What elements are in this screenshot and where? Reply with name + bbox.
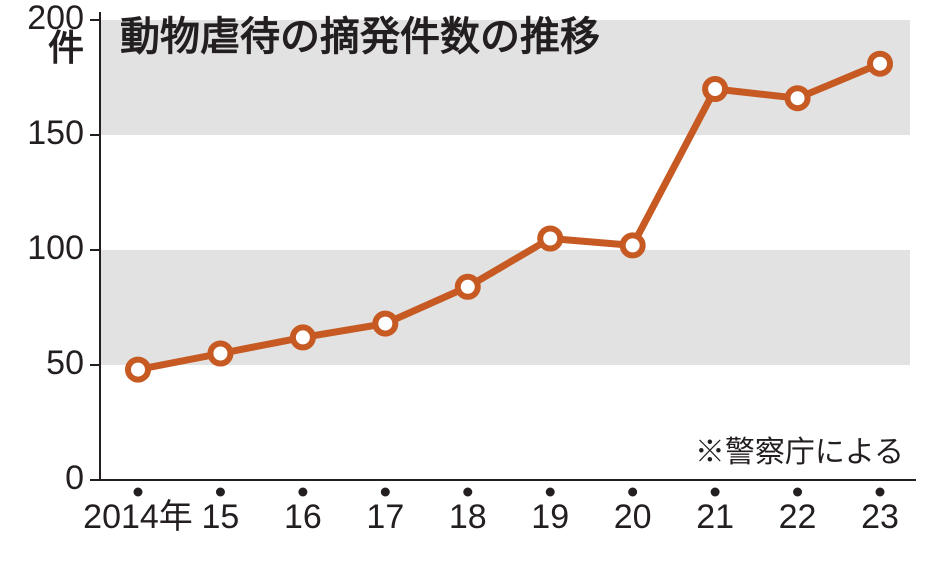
x-tick-label: 22 (779, 498, 817, 536)
x-tick-dot (793, 488, 802, 497)
x-tick-dot (134, 488, 143, 497)
x-tick-dot (628, 488, 637, 497)
x-tick-label: 20 (614, 498, 652, 536)
x-tick-dot (876, 488, 885, 497)
data-marker (128, 360, 148, 380)
x-tick-dot (463, 488, 472, 497)
chart-title: 動物虐待の摘発件数の推移 (120, 15, 600, 59)
data-marker (870, 54, 890, 74)
x-tick-dot (216, 488, 225, 497)
chart-container: 050100150200件2014年151617181920212223動物虐待… (0, 0, 934, 573)
x-tick-dot (711, 488, 720, 497)
chart-note: ※警察庁による (695, 436, 904, 469)
x-tick-label: 18 (449, 498, 487, 536)
y-tick-label: 150 (27, 114, 84, 152)
x-tick-dot (298, 488, 307, 497)
x-tick-label: 19 (531, 498, 569, 536)
y-tick-label: 50 (46, 344, 84, 382)
x-tick-dot (546, 488, 555, 497)
data-marker (375, 314, 395, 334)
x-tick-label: 21 (696, 498, 734, 536)
data-marker (788, 88, 808, 108)
y-unit-label: 件 (48, 27, 84, 68)
y-tick-label: 100 (27, 229, 84, 267)
x-tick-label: 16 (284, 498, 322, 536)
x-tick-label: 23 (861, 498, 899, 536)
x-tick-dot (381, 488, 390, 497)
data-marker (293, 327, 313, 347)
data-marker (623, 235, 643, 255)
data-marker (210, 344, 230, 364)
x-tick-label: 15 (202, 498, 240, 536)
data-marker (458, 277, 478, 297)
chart-svg: 050100150200件2014年151617181920212223動物虐待… (0, 0, 934, 573)
data-marker (540, 229, 560, 249)
y-tick-label: 0 (65, 459, 84, 497)
data-marker (705, 79, 725, 99)
x-tick-label: 17 (366, 498, 404, 536)
x-tick-label: 2014年 (83, 498, 193, 536)
